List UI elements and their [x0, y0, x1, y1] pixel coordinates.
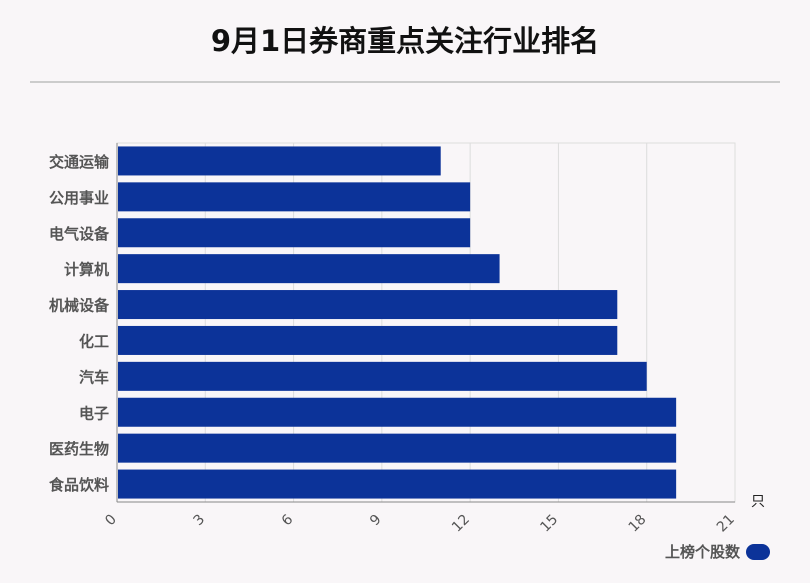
x-tick-label: 6 [279, 511, 297, 529]
bar [118, 469, 677, 499]
bar [118, 361, 647, 391]
legend-swatch[interactable] [746, 543, 770, 560]
bar [118, 325, 618, 355]
title-divider [30, 81, 780, 83]
category-label: 汽车 [79, 368, 109, 386]
category-label: 计算机 [64, 261, 109, 279]
legend-label: 上榜个股数 [664, 543, 740, 561]
x-tick-label: 18 [626, 512, 650, 536]
legend[interactable]: 上榜个股数 [665, 541, 770, 562]
bar [118, 433, 677, 463]
x-tick-label: 12 [449, 512, 473, 536]
bar [118, 218, 471, 248]
x-tick-label: 15 [537, 512, 561, 536]
x-tick-label: 21 [714, 512, 738, 536]
category-label: 食品饮料 [49, 476, 109, 494]
x-tick-label: 9 [367, 512, 385, 530]
bar [118, 254, 500, 284]
x-tick-label: 3 [190, 512, 208, 530]
x-axis-unit: 只 [751, 494, 765, 510]
category-label: 机械设备 [49, 297, 110, 315]
bar [118, 146, 441, 176]
bar [118, 397, 677, 427]
category-label: 医药生物 [49, 440, 109, 458]
category-label: 化工 [79, 332, 109, 350]
chart-title: 9月1日券商重点关注行业排名 [210, 24, 600, 58]
category-label: 公用事业 [49, 189, 109, 207]
x-tick-label: 0 [102, 512, 120, 530]
category-label: 交通运输 [49, 153, 110, 171]
bar [118, 182, 471, 212]
category-label: 电子 [79, 404, 109, 422]
bar [118, 290, 618, 320]
category-label: 电气设备 [49, 225, 110, 243]
